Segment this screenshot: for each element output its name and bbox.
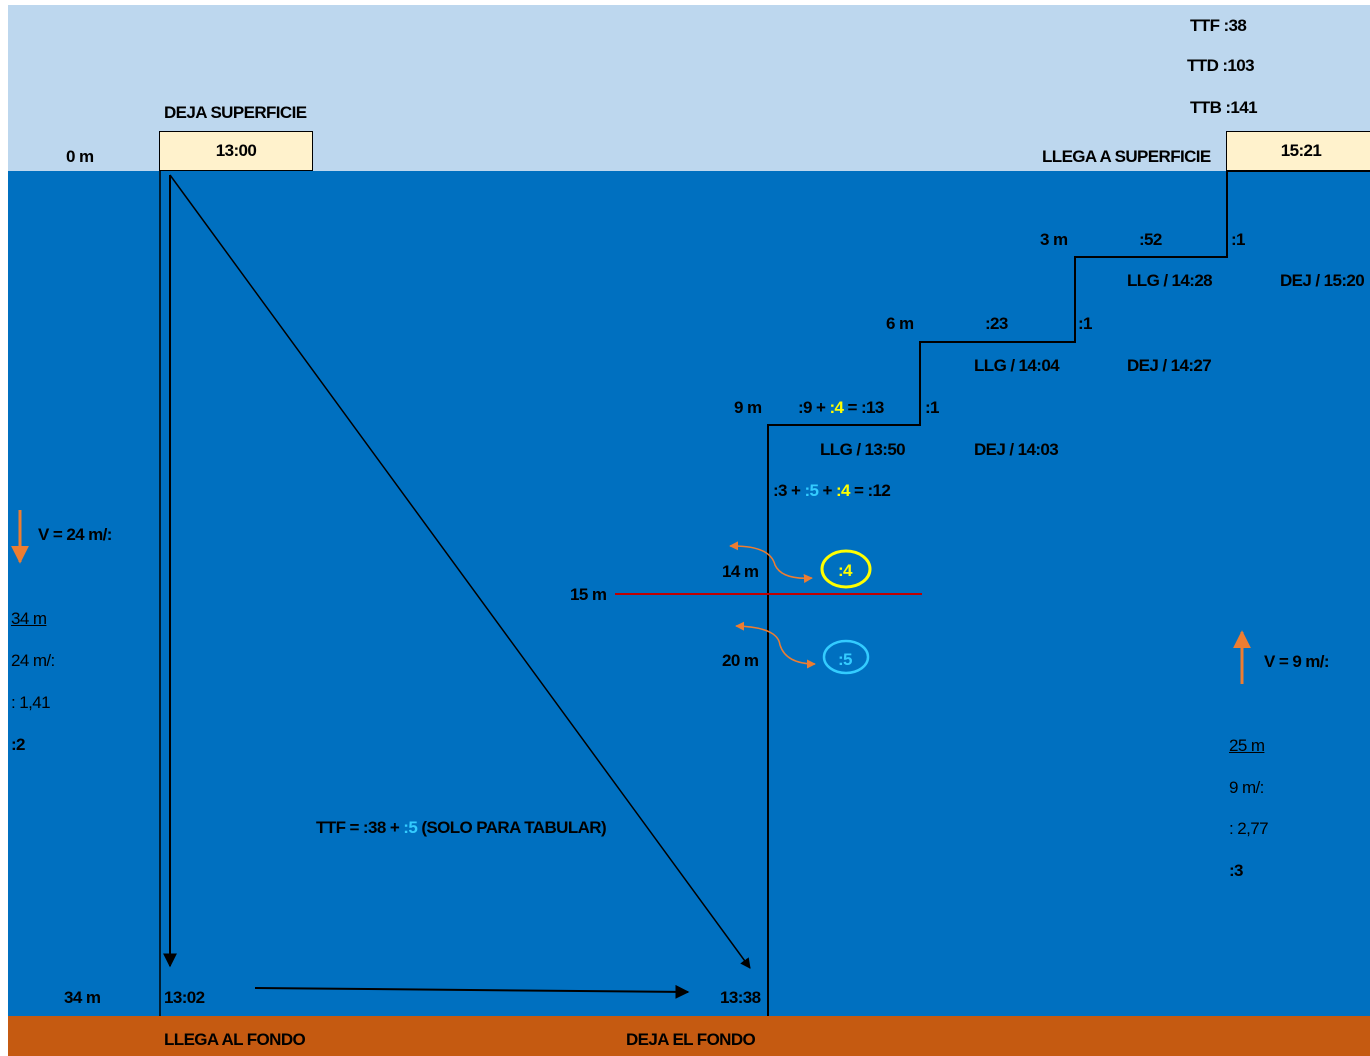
stop-6m-travel: :1 [1078, 314, 1093, 333]
bottom-leave-time: 13:38 [720, 988, 761, 1007]
leave-bottom-label: DEJA EL FONDO [626, 1030, 756, 1049]
ascent-calc-part1: :3 + [773, 481, 805, 500]
start-time-box: 13:00 [159, 131, 313, 171]
stop-9m-travel: :1 [925, 398, 940, 417]
ascent-calc-part3: + [818, 481, 836, 500]
ascent-profile-line [767, 170, 1370, 1016]
stop-6m-arrive: LLG / 14:04 [974, 356, 1060, 375]
ascent-quotient: : 2,77 [1229, 819, 1269, 838]
end-time-box: 15:21 [1226, 131, 1370, 171]
ascent-calc-part5: = :12 [849, 481, 891, 500]
stop-6m-leave: DEJ / 14:27 [1127, 356, 1212, 375]
end-time: 15:21 [1280, 141, 1322, 160]
descent-result: :2 [11, 735, 26, 754]
seabed-band [8, 1016, 1370, 1056]
ascent-speed-label: V = 9 m/: [1264, 652, 1330, 671]
arrive-surface-label: LLEGA A SUPERFICIE [1042, 147, 1211, 166]
curved-arrow-20m [735, 621, 816, 669]
stop-9m-time-part1: :9 + [798, 398, 830, 417]
bottom-time-arrow [254, 984, 690, 999]
stop-9m-arrive: LLG / 13:50 [820, 440, 906, 459]
ascent-calc-part4: :4 [836, 481, 851, 500]
stop-9m-leave: DEJ / 14:03 [974, 440, 1059, 459]
depth-15m-label: 15 m [570, 585, 607, 604]
stop-9m-depth: 9 m [734, 398, 762, 417]
ttd-total: TTD :103 [1187, 56, 1255, 75]
ttf-note: TTF = :38 + :5 (SOLO PARA TABULAR) [316, 818, 607, 838]
ttf-total: TTF :38 [1190, 16, 1247, 35]
stop-3m-travel: :1 [1231, 230, 1246, 249]
ttb-total: TTB :141 [1190, 98, 1258, 117]
diagonal-arrow [169, 174, 751, 969]
stop-3m-leave: DEJ / 15:20 [1280, 271, 1365, 290]
ttf-note-part1: TTF = :38 + [316, 818, 404, 837]
ascent-calc: :3 + :5 + :4 = :12 [773, 481, 891, 501]
descent-quotient: : 1,41 [11, 693, 51, 712]
surface-depth-label: 0 m [66, 147, 94, 166]
depth-14m-label: 14 m [722, 562, 759, 581]
stop-3m-arrive: LLG / 14:28 [1127, 271, 1213, 290]
stop-9m-time: :9 + :4 = :13 [798, 398, 884, 418]
descent-rate: 24 m/: [11, 651, 55, 670]
ascent-result: :3 [1229, 861, 1244, 880]
ttf-note-part2: :5 [403, 818, 418, 837]
depth-20m-label: 20 m [722, 651, 759, 670]
stop-9m-time-part2: :4 [829, 398, 845, 417]
descent-distance: 34 m [11, 609, 47, 628]
circle-4 [820, 549, 872, 589]
ascent-distance: 25 m [1229, 736, 1265, 755]
stop-6m-time: :23 [985, 314, 1008, 333]
ascent-calc-part2: :5 [804, 481, 820, 500]
arrive-bottom-label: LLEGA AL FONDO [164, 1030, 306, 1049]
ttf-note-part3: (SOLO PARA TABULAR) [417, 818, 607, 837]
descent-speed-label: V = 24 m/: [38, 525, 112, 544]
circle-5 [822, 639, 870, 675]
stop-6m-depth: 6 m [886, 314, 914, 333]
start-time: 13:00 [215, 141, 257, 160]
ascent-rate: 9 m/: [1229, 778, 1264, 797]
bottom-depth-label: 34 m [64, 988, 101, 1007]
circled-4: :4 [838, 561, 853, 580]
stop-3m-depth: 3 m [1040, 230, 1068, 249]
circled-5: :5 [838, 650, 853, 669]
leave-surface-label: DEJA SUPERFICIE [164, 103, 307, 122]
bottom-arrive-time: 13:02 [164, 988, 205, 1007]
curved-arrow-14m [729, 541, 813, 584]
stop-9m-time-part3: = :13 [843, 398, 885, 417]
stop-3m-time: :52 [1139, 230, 1162, 249]
